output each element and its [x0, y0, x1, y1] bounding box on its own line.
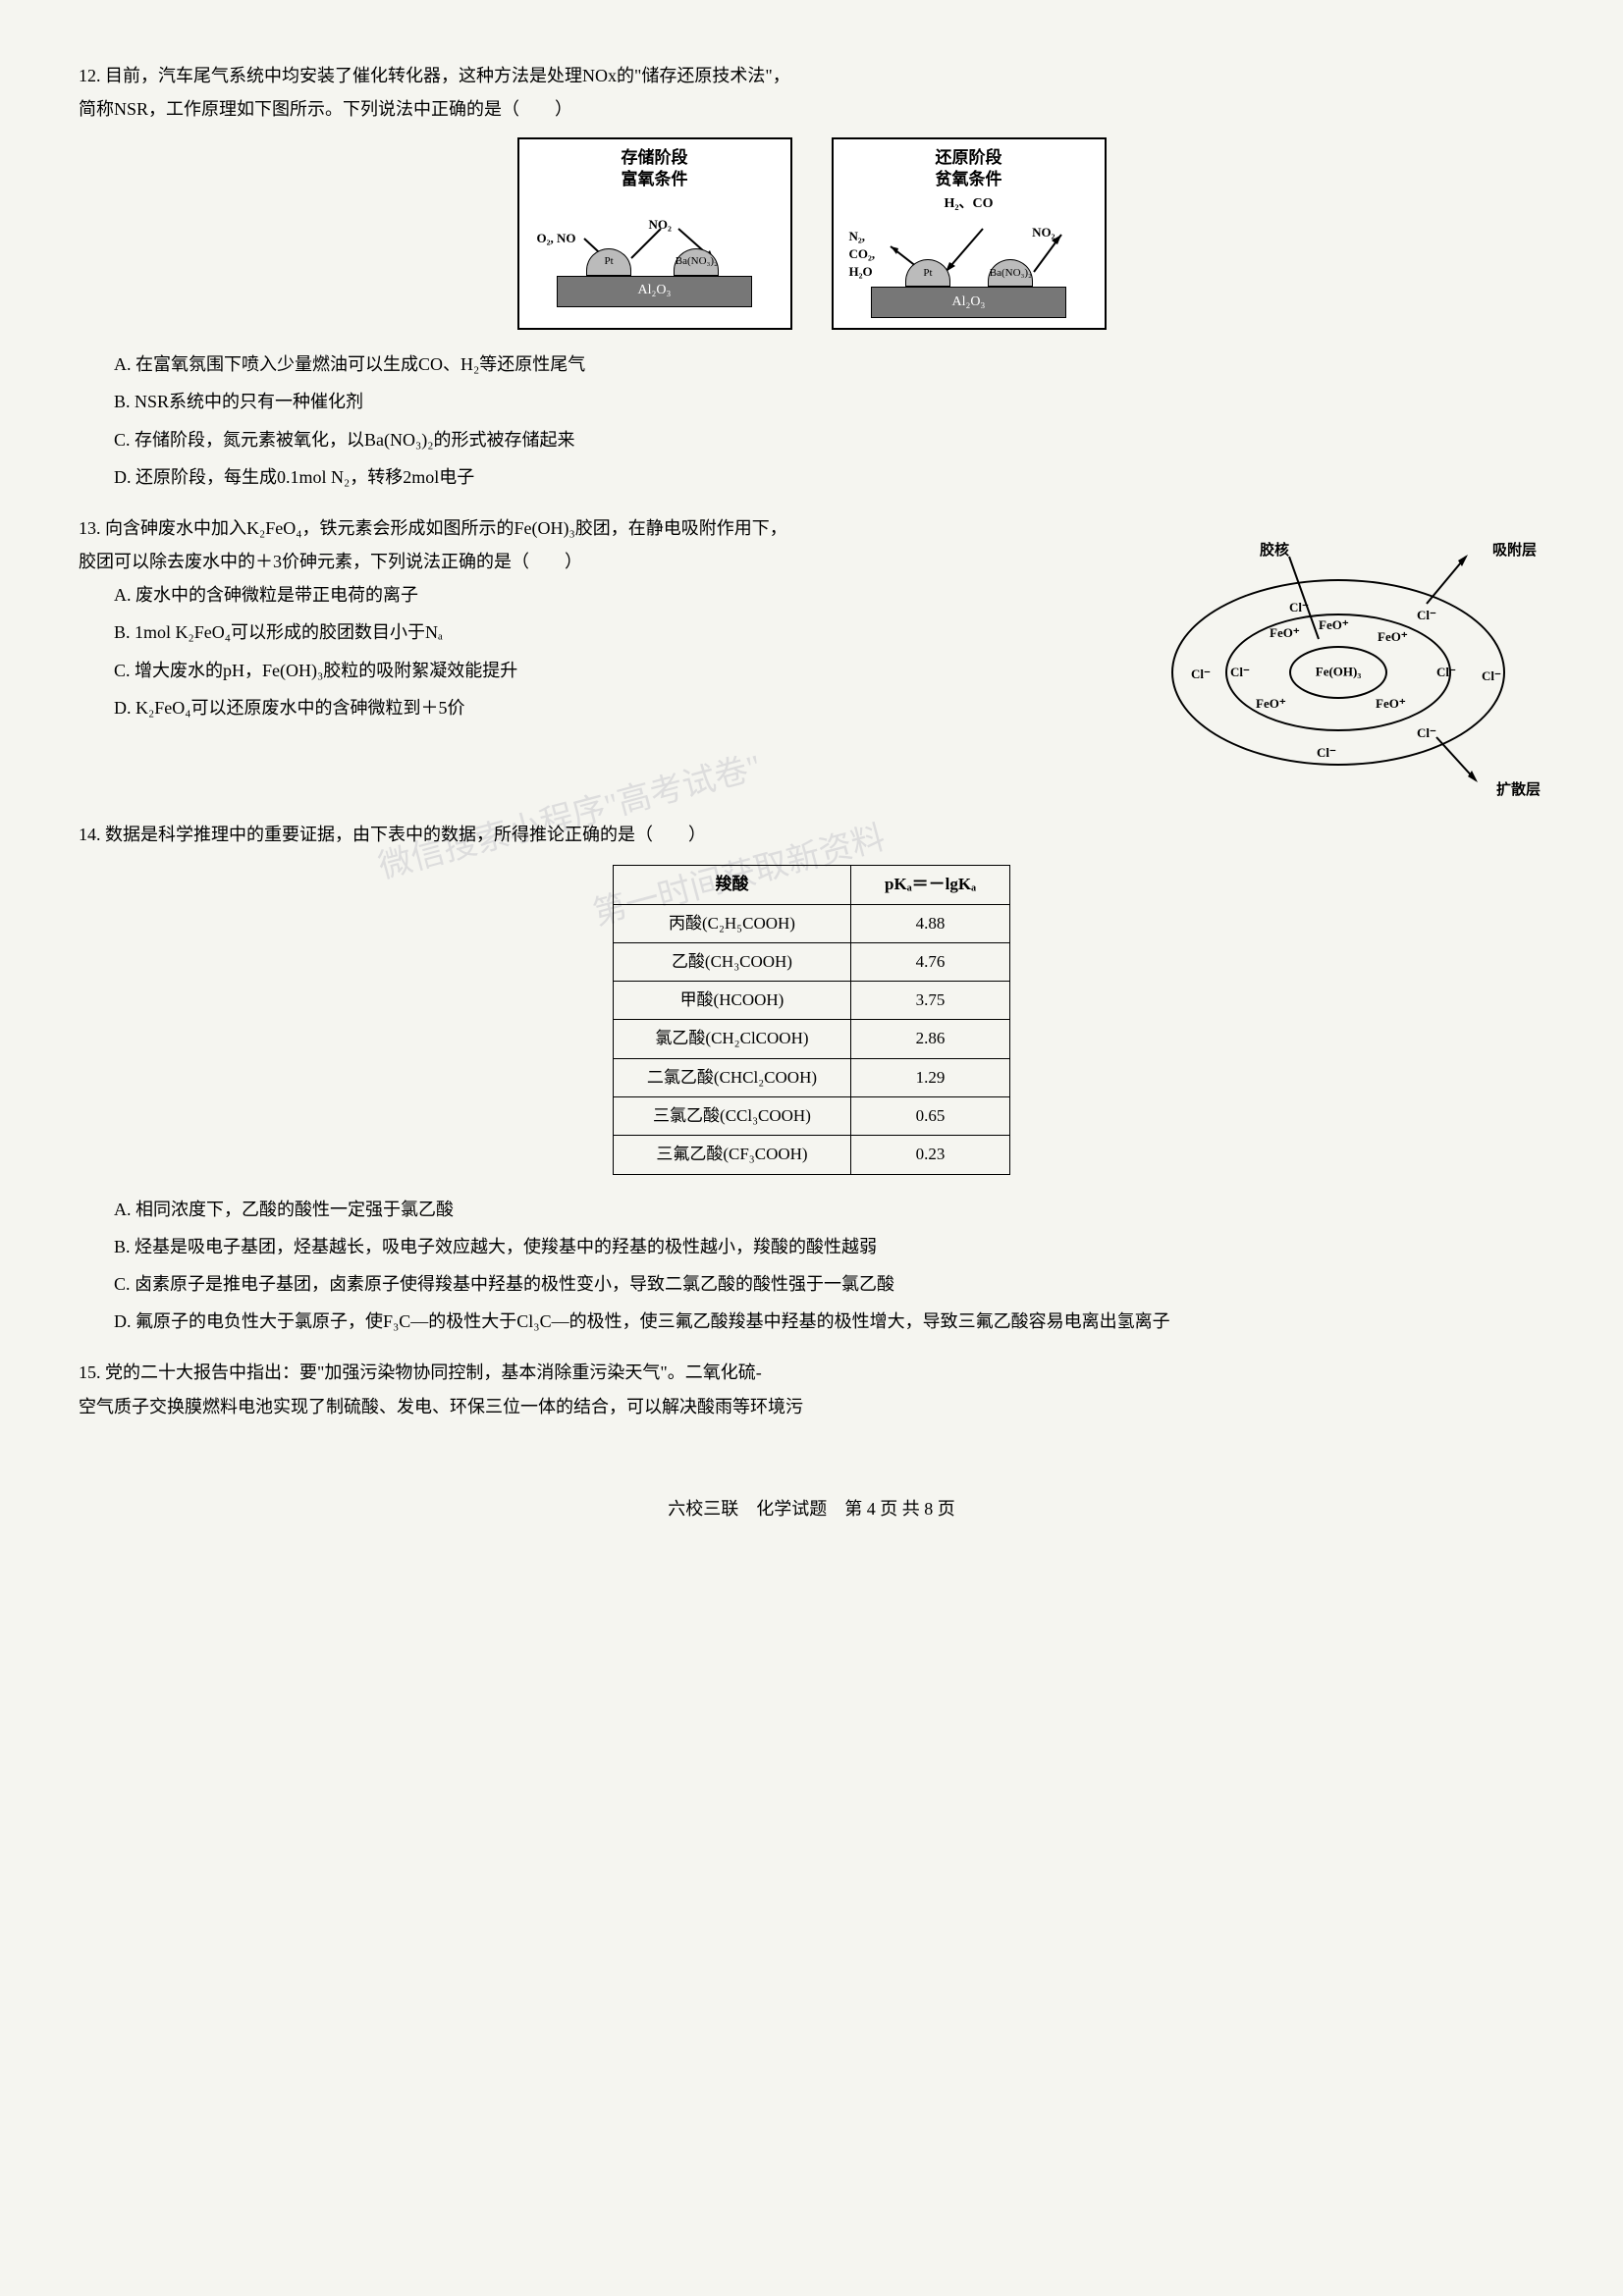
- q12-option-c: C. 存储阶段，氮元素被氧化，以Ba(NO₃)₂的形式被存储起来: [114, 423, 1544, 456]
- pka-value-cell: 4.88: [851, 904, 1010, 942]
- q14-table-header-row: 羧酸 pKₐ＝－lgKₐ: [613, 866, 1009, 904]
- question-14: 14. 数据是科学推理中的重要证据，由下表中的数据，所得推论正确的是（ ） 羧酸…: [79, 818, 1544, 1338]
- table-row: 氯乙酸(CH₂ClCOOH)2.86: [613, 1020, 1009, 1058]
- q14-option-a: A. 相同浓度下，乙酸的酸性一定强于氯乙酸: [114, 1193, 1544, 1226]
- q14-stem: 14. 数据是科学推理中的重要证据，由下表中的数据，所得推论正确的是（ ）: [79, 818, 1544, 851]
- table-row: 甲酸(HCOOH)3.75: [613, 982, 1009, 1020]
- pka-value-cell: 0.23: [851, 1136, 1010, 1174]
- q12-left-title1: 存储阶段: [533, 147, 777, 169]
- q12-diagram-reduction: 还原阶段 贫氧条件 H₂、CO N₂, CO₂, H₂O NO₂ Pt Ba(N…: [832, 137, 1107, 330]
- question-13: 13. 向含砷废水中加入K₂FeO₄，铁元素会形成如图所示的Fe(OH)₃胶团，…: [79, 511, 1544, 800]
- q12-right-bump-bano3: Ba(NO₃)₂: [988, 259, 1033, 287]
- q12-right-inner: N₂, CO₂, H₂O NO₂ Pt Ba(NO₃)₂ Al₂O₃: [847, 225, 1091, 318]
- acid-name-cell: 二氯乙酸(CHCl₂COOH): [613, 1058, 850, 1096]
- q13-diagram-arrows: [1132, 545, 1544, 800]
- table-row: 乙酸(CH₃COOH)4.76: [613, 942, 1009, 981]
- q14-th-acid: 羧酸: [613, 866, 850, 904]
- q15-stem-line2: 空气质子交换膜燃料电池实现了制硫酸、发电、环保三位一体的结合，可以解决酸雨等环境…: [79, 1390, 1544, 1423]
- q12-diagram-storage: 存储阶段 富氧条件 O₂, NO NO₂ Pt Ba(NO₃)₂ Al₂O₃: [517, 137, 792, 330]
- acid-name-cell: 三氯乙酸(CCl₃COOH): [613, 1097, 850, 1136]
- q12-right-title1: 还原阶段: [847, 147, 1091, 169]
- pka-value-cell: 1.29: [851, 1058, 1010, 1096]
- q12-option-b: B. NSR系统中的只有一种催化剂: [114, 385, 1544, 418]
- q12-stem-line1: 12. 目前，汽车尾气系统中均安装了催化转化器，这种方法是处理NOx的"储存还原…: [79, 59, 1544, 92]
- q14-acid-table: 羧酸 pKₐ＝－lgKₐ 丙酸(C₂H₅COOH)4.88乙酸(CH₃COOH)…: [613, 865, 1010, 1174]
- q12-stem-line2: 简称NSR，工作原理如下图所示。下列说法中正确的是（ ）: [79, 92, 1544, 126]
- table-row: 二氯乙酸(CHCl₂COOH)1.29: [613, 1058, 1009, 1096]
- acid-name-cell: 丙酸(C₂H₅COOH): [613, 904, 850, 942]
- q12-options: A. 在富氧氛围下喷入少量燃油可以生成CO、H₂等还原性尾气 B. NSR系统中…: [79, 347, 1544, 494]
- q14-option-c: C. 卤素原子是推电子基团，卤素原子使得羧基中羟基的极性变小，导致二氯乙酸的酸性…: [114, 1267, 1544, 1301]
- question-12: 12. 目前，汽车尾气系统中均安装了催化转化器，这种方法是处理NOx的"储存还原…: [79, 59, 1544, 494]
- q14-option-d: D. 氟原子的电负性大于氯原子，使F₃C—的极性大于Cl₃C—的极性，使三氟乙酸…: [114, 1305, 1544, 1338]
- q15-stem-line1: 15. 党的二十大报告中指出：要"加强污染物协同控制，基本消除重污染天气"。二氧…: [79, 1356, 1544, 1389]
- question-15: 15. 党的二十大报告中指出：要"加强污染物协同控制，基本消除重污染天气"。二氧…: [79, 1356, 1544, 1422]
- page-footer: 六校三联 化学试题 第 4 页 共 8 页: [79, 1492, 1544, 1525]
- q12-option-a: A. 在富氧氛围下喷入少量燃油可以生成CO、H₂等还原性尾气: [114, 347, 1544, 381]
- acid-name-cell: 氯乙酸(CH₂ClCOOH): [613, 1020, 850, 1058]
- q14-options: A. 相同浓度下，乙酸的酸性一定强于氯乙酸 B. 烃基是吸电子基团，烃基越长，吸…: [79, 1193, 1544, 1339]
- q14-th-pka: pKₐ＝－lgKₐ: [851, 866, 1010, 904]
- q12-option-d: D. 还原阶段，每生成0.1mol N₂，转移2mol电子: [114, 460, 1544, 494]
- pka-value-cell: 2.86: [851, 1020, 1010, 1058]
- q12-right-title2: 贫氧条件: [847, 169, 1091, 190]
- table-row: 三氟乙酸(CF₃COOH)0.23: [613, 1136, 1009, 1174]
- q12-left-bump-bano3: Ba(NO₃)₂: [674, 248, 719, 276]
- q12-right-subtitle: H₂、CO: [847, 191, 1091, 218]
- table-row: 丙酸(C₂H₅COOH)4.88: [613, 904, 1009, 942]
- q14-table-body: 丙酸(C₂H₅COOH)4.88乙酸(CH₃COOH)4.76甲酸(HCOOH)…: [613, 904, 1009, 1174]
- pka-value-cell: 4.76: [851, 942, 1010, 981]
- q12-diagram-row: 存储阶段 富氧条件 O₂, NO NO₂ Pt Ba(NO₃)₂ Al₂O₃ 还…: [79, 137, 1544, 330]
- q13-colloid-diagram: 胶核 吸附层 扩散层 Fe(OH)₃ FeO⁺ FeO⁺ FeO⁺ FeO⁺ F…: [1132, 545, 1544, 800]
- acid-name-cell: 甲酸(HCOOH): [613, 982, 850, 1020]
- acid-name-cell: 三氟乙酸(CF₃COOH): [613, 1136, 850, 1174]
- q12-left-inner: O₂, NO NO₂ Pt Ba(NO₃)₂ Al₂O₃: [533, 199, 777, 307]
- acid-name-cell: 乙酸(CH₃COOH): [613, 942, 850, 981]
- q12-right-substrate: Al₂O₃: [871, 287, 1065, 318]
- q13-stem-line1: 13. 向含砷废水中加入K₂FeO₄，铁元素会形成如图所示的Fe(OH)₃胶团，…: [79, 511, 1544, 545]
- q12-left-title2: 富氧条件: [533, 169, 777, 190]
- table-row: 三氯乙酸(CCl₃COOH)0.65: [613, 1097, 1009, 1136]
- pka-value-cell: 0.65: [851, 1097, 1010, 1136]
- pka-value-cell: 3.75: [851, 982, 1010, 1020]
- q12-left-substrate: Al₂O₃: [557, 276, 751, 307]
- q14-option-b: B. 烃基是吸电子基团，烃基越长，吸电子效应越大，使羧基中的羟基的极性越小，羧酸…: [114, 1230, 1544, 1263]
